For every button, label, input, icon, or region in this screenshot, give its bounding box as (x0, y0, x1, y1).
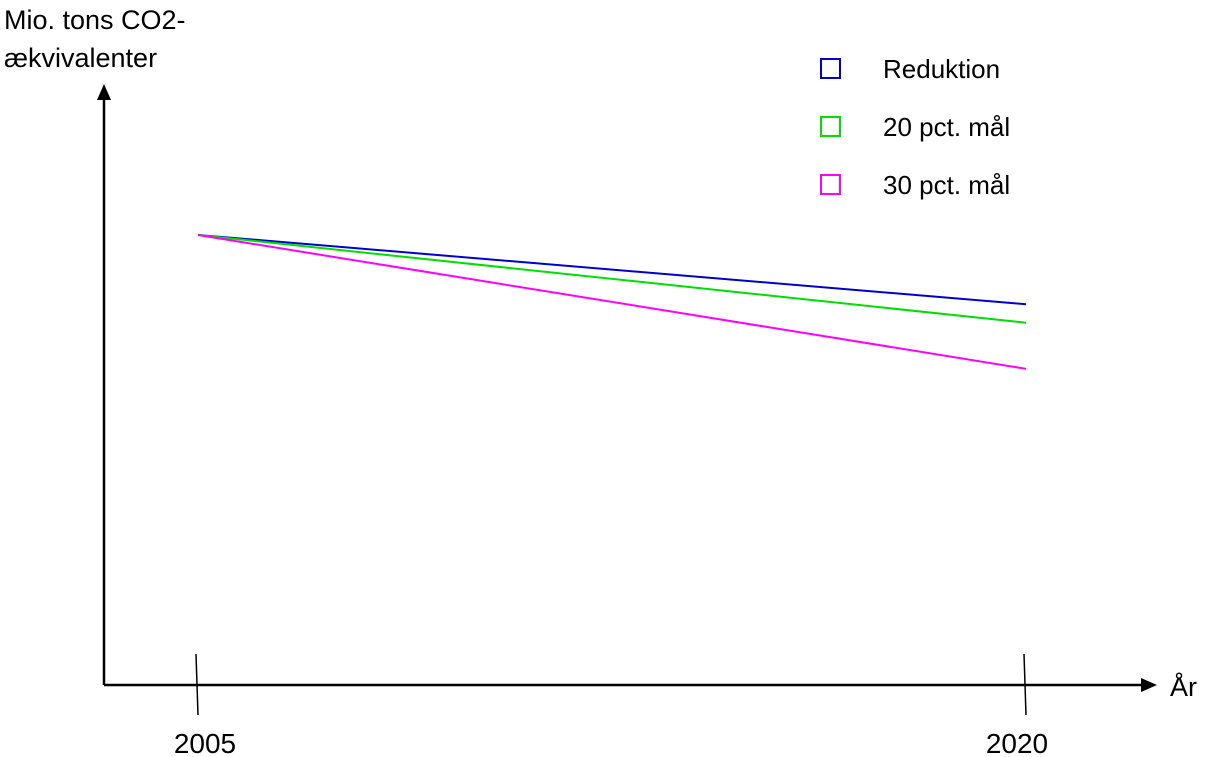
x-tick-label-2005: 2005 (174, 728, 236, 757)
series-1-line (197, 234, 1027, 306)
series-2-line (197, 234, 1027, 324)
y-axis-arrowhead (97, 84, 111, 100)
legend-label-3: 30 pct. mål (883, 170, 1010, 200)
series-3-line (197, 234, 1027, 370)
legend-label-1: Reduktion (883, 54, 1000, 84)
y-axis-label-line-2: ækvivalenter (4, 43, 157, 73)
legend: Reduktion 20 pct. mål 30 pct. mål (820, 54, 1010, 200)
x-tick-2020 (1023, 653, 1027, 716)
legend-swatch-1 (820, 58, 841, 79)
y-axis-label-line-1: Mio. tons CO2- (4, 5, 186, 35)
legend-swatch-2 (820, 116, 841, 137)
series-group (197, 234, 1027, 370)
legend-label-2: 20 pct. mål (883, 112, 1010, 142)
x-axis-arrowhead (1141, 678, 1157, 692)
x-tick-2005 (195, 653, 199, 716)
x-tick-label-2020: 2020 (986, 728, 1048, 757)
legend-swatch-3 (820, 174, 841, 195)
x-axis-label: År (1170, 671, 1197, 702)
